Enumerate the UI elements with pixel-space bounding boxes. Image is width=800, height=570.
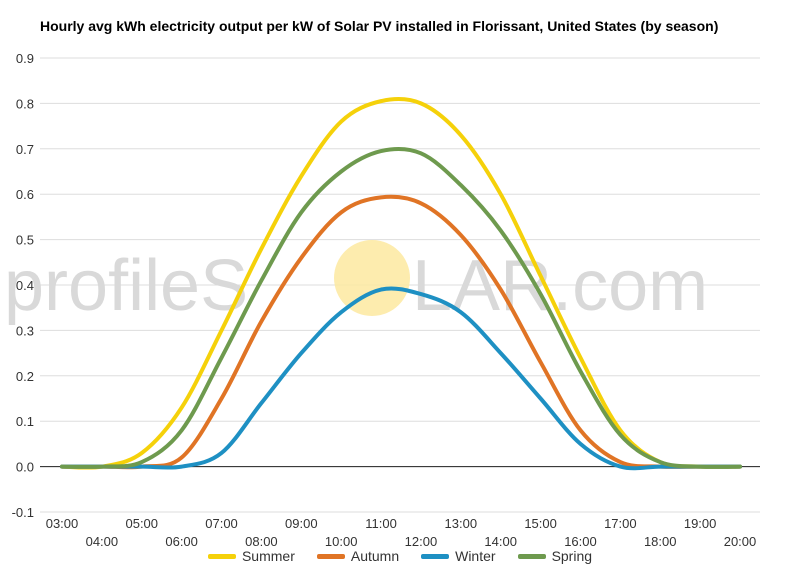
x-tick-label: 16:00 bbox=[564, 534, 597, 549]
legend-label: Winter bbox=[455, 548, 496, 564]
legend-item-winter[interactable]: Winter bbox=[421, 548, 496, 564]
x-tick-label: 15:00 bbox=[524, 516, 557, 531]
y-tick-label: 0.9 bbox=[16, 51, 34, 66]
y-tick-label: 0.0 bbox=[16, 460, 34, 475]
y-tick-label: 0.7 bbox=[16, 142, 34, 157]
y-axis-labels: -0.1 0.0 0.1 0.2 0.3 0.4 0.5 0.6 0.7 0.8 0.9 bbox=[12, 51, 34, 520]
legend-label: Summer bbox=[241, 548, 295, 564]
y-tick-label: 0.3 bbox=[16, 323, 34, 338]
y-tick-label: 0.4 bbox=[16, 278, 34, 293]
y-tick-label: 0.6 bbox=[16, 187, 34, 202]
x-tick-label: 05:00 bbox=[125, 516, 158, 531]
x-tick-label: 08:00 bbox=[245, 534, 278, 549]
x-tick-label: 09:00 bbox=[285, 516, 318, 531]
x-tick-label: 07:00 bbox=[205, 516, 238, 531]
x-tick-label: 12:00 bbox=[405, 534, 438, 549]
legend-swatch bbox=[207, 553, 236, 559]
series-line-summer bbox=[60, 97, 742, 470]
series-lines bbox=[60, 97, 742, 471]
x-axis-labels: 03:00 04:00 05:00 06:00 07:00 08:00 09:00 10:00… bbox=[46, 516, 757, 549]
y-tick-label: 0.2 bbox=[16, 369, 34, 384]
x-tick-label: 10:00 bbox=[325, 534, 358, 549]
legend-item-summer[interactable]: Summer bbox=[207, 548, 295, 564]
legend-swatch bbox=[517, 553, 546, 559]
x-tick-label: 20:00 bbox=[724, 534, 757, 549]
x-tick-label: 19:00 bbox=[684, 516, 717, 531]
legend-item-autumn[interactable]: Autumn bbox=[316, 548, 400, 564]
legend-swatch bbox=[421, 553, 450, 559]
x-tick-label: 06:00 bbox=[165, 534, 198, 549]
legend-item-spring[interactable]: Spring bbox=[517, 548, 593, 564]
y-tick-label: 0.8 bbox=[16, 96, 34, 111]
chart-title: Hourly avg kWh electricity output per kW… bbox=[40, 18, 719, 34]
y-tick-label: 0.1 bbox=[16, 414, 34, 429]
x-tick-label: 03:00 bbox=[46, 516, 79, 531]
series-line-spring bbox=[60, 146, 742, 469]
legend: Summer Autumn Winter Spring bbox=[0, 548, 800, 564]
watermark: profileS LAR.com bbox=[4, 240, 708, 326]
x-tick-label: 14:00 bbox=[484, 534, 517, 549]
x-tick-label: 17:00 bbox=[604, 516, 637, 531]
y-tick-label: -0.1 bbox=[12, 505, 34, 520]
x-tick-label: 18:00 bbox=[644, 534, 677, 549]
series-line-winter bbox=[60, 286, 742, 471]
x-tick-label: 13:00 bbox=[445, 516, 478, 531]
y-tick-label: 0.5 bbox=[16, 233, 34, 248]
watermark-text-left: profileS bbox=[4, 246, 248, 326]
x-tick-label: 04:00 bbox=[86, 534, 119, 549]
legend-swatch bbox=[316, 553, 345, 559]
legend-label: Autumn bbox=[350, 548, 400, 564]
watermark-sun-icon bbox=[334, 240, 410, 316]
legend-label: Spring bbox=[551, 548, 593, 564]
x-tick-label: 11:00 bbox=[365, 516, 397, 531]
series-line-autumn bbox=[60, 194, 742, 470]
